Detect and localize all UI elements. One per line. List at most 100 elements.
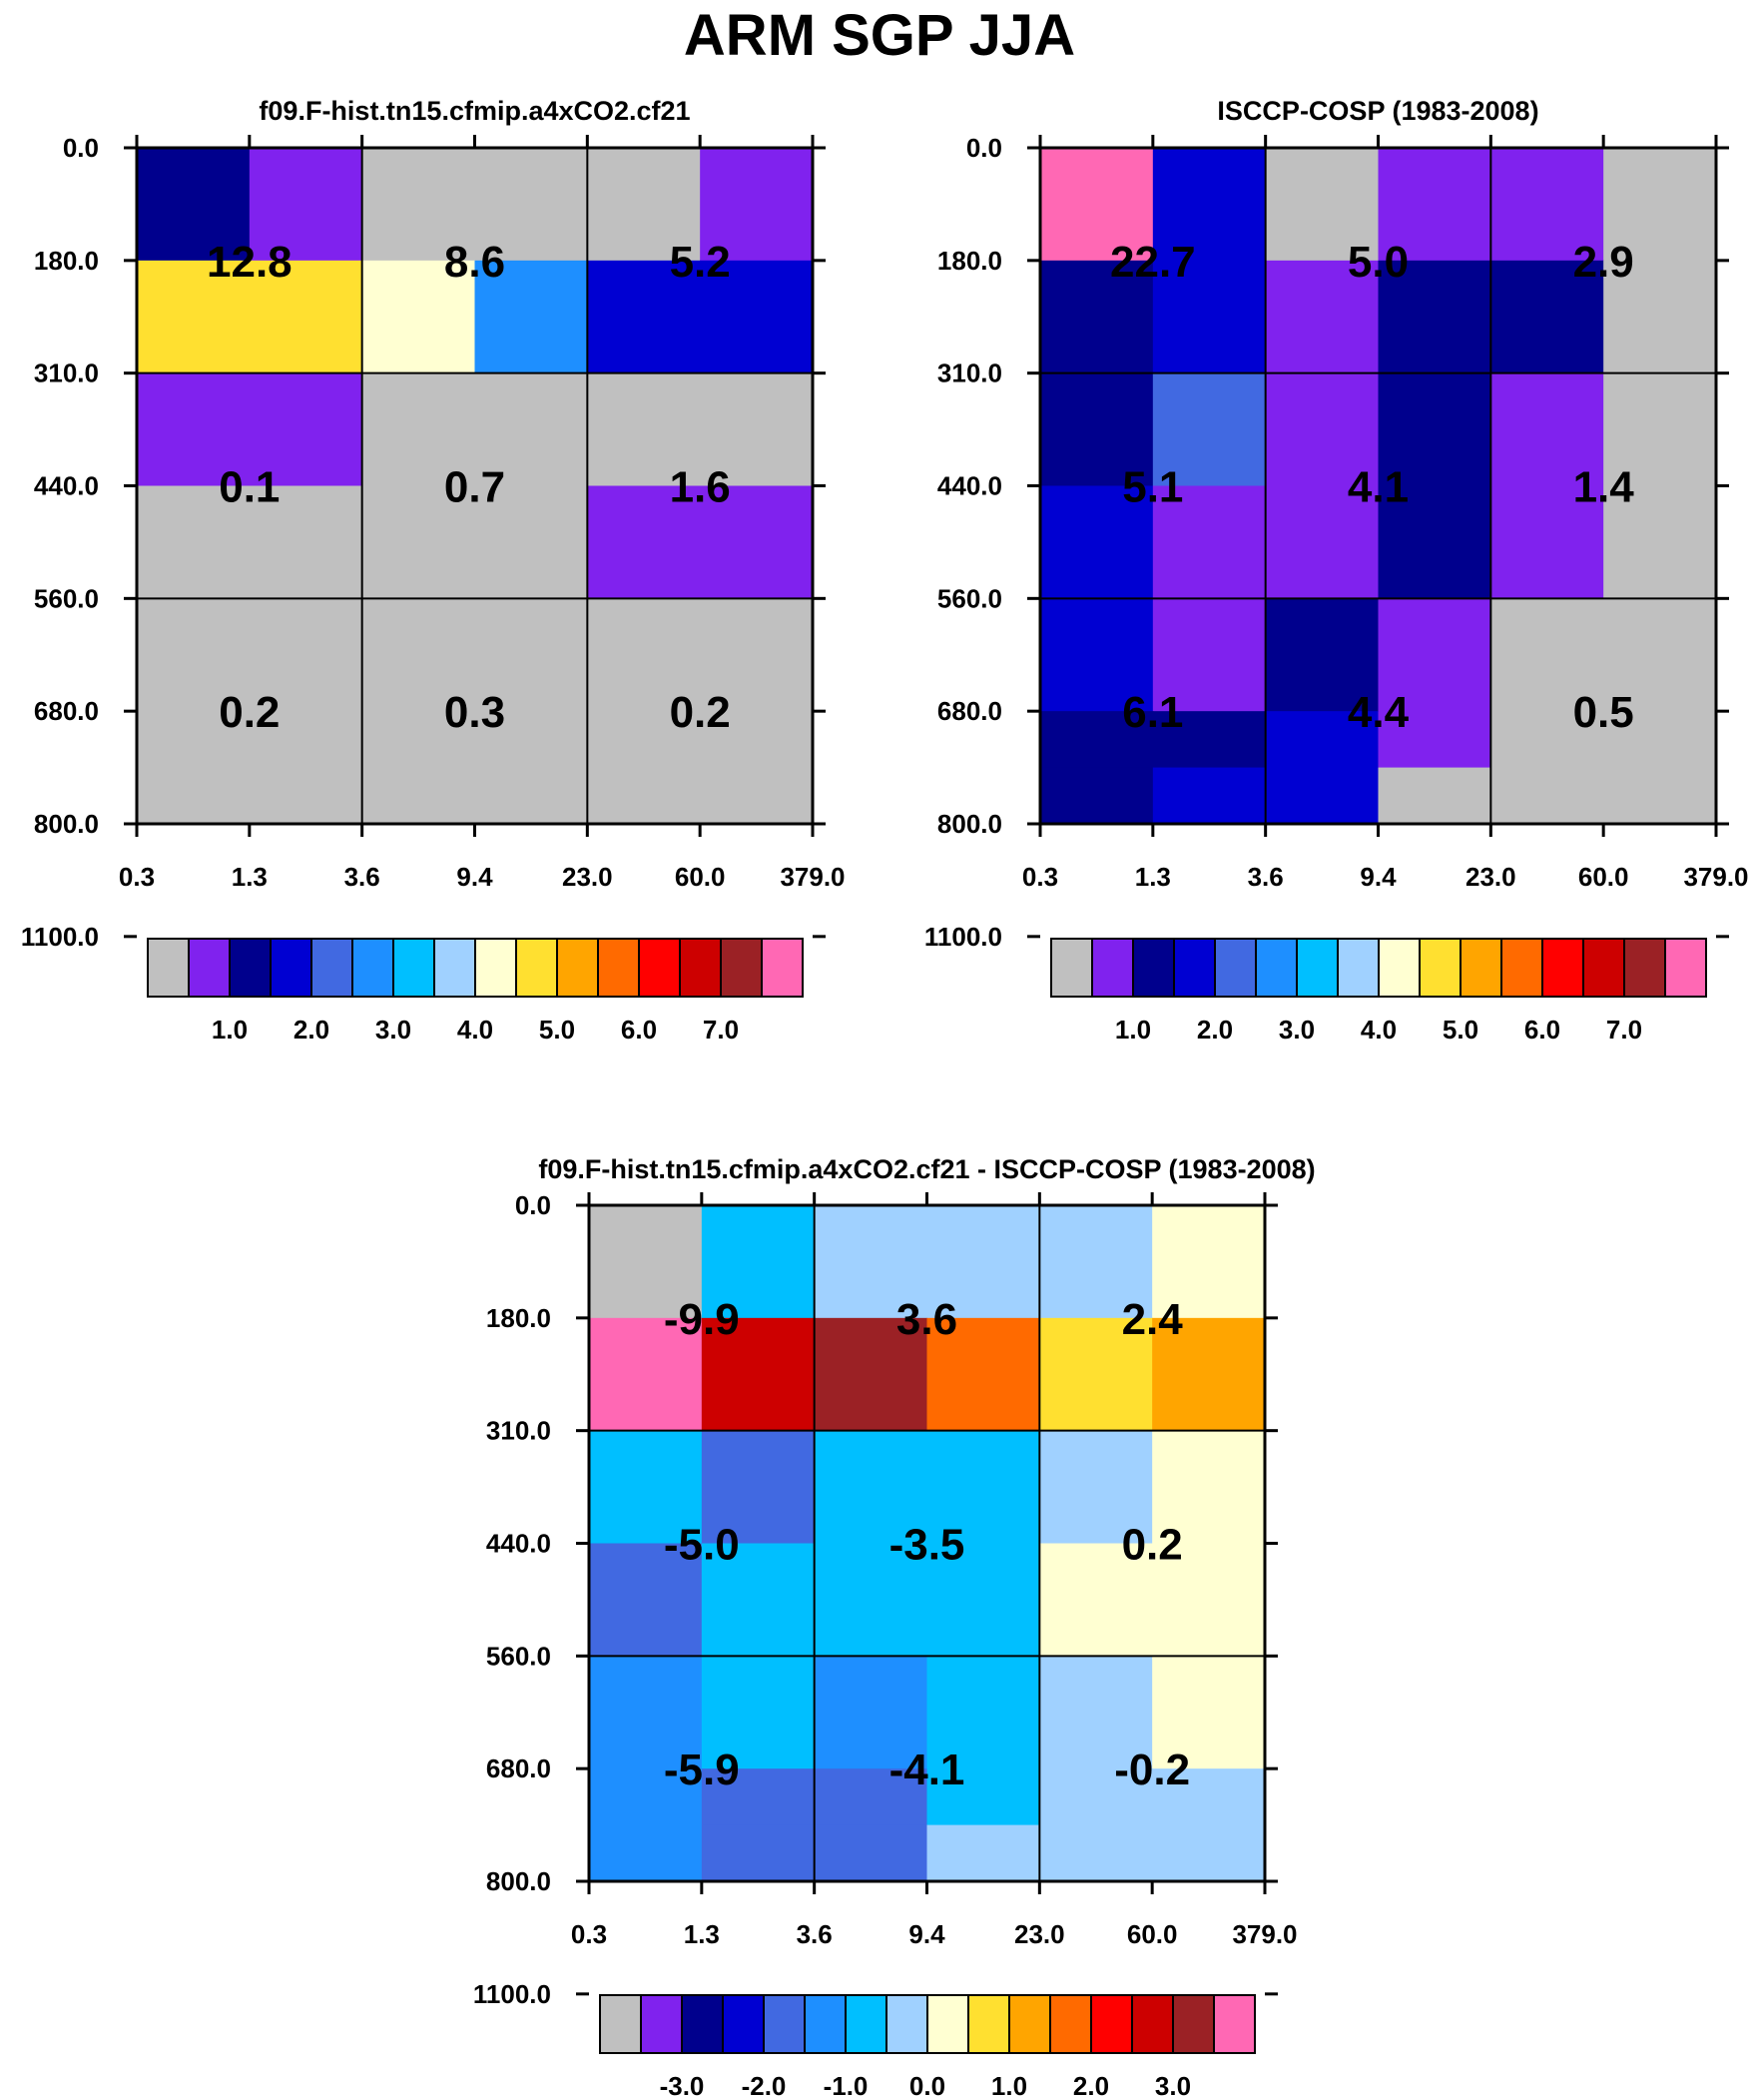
- x-tick-label: 0.3: [1022, 862, 1058, 892]
- data-label: -4.1: [889, 1746, 965, 1794]
- colorbar-label: 2.0: [1197, 1015, 1233, 1045]
- heatmap-cell: [1265, 598, 1380, 712]
- y-tick-label: 800.0: [486, 1866, 551, 1896]
- y-tick-label: 310.0: [34, 358, 99, 388]
- data-label: 0.2: [1122, 1521, 1183, 1570]
- colorbar-swatch: [1460, 938, 1502, 998]
- colorbar-swatch: [1090, 1994, 1133, 2054]
- colorbar-label: 5.0: [539, 1015, 575, 1045]
- heatmap-cell: [1490, 711, 1604, 769]
- data-label: 6.1: [1122, 688, 1183, 737]
- heatmap-cell: [700, 372, 814, 487]
- heatmap-cell: [1490, 598, 1604, 712]
- heatmap-cell: [474, 711, 588, 825]
- y-tick-label: 0.0: [966, 133, 1002, 163]
- colorbar-swatch: [1008, 1994, 1051, 2054]
- heatmap-cell: [1603, 148, 1717, 262]
- colorbar-swatch: [1419, 938, 1462, 998]
- colorbar-swatch: [147, 938, 190, 998]
- heatmap-cell: [926, 1824, 1040, 1882]
- x-tick-label: 3.6: [344, 862, 380, 892]
- heatmap-cell: [1040, 598, 1154, 712]
- heatmap-cell: [1152, 598, 1267, 712]
- data-label: 0.1: [219, 463, 280, 512]
- heatmap-cell: [701, 1543, 816, 1657]
- x-tick-label: 23.0: [1014, 1919, 1065, 1949]
- panel-title: f09.F-hist.tn15.cfmip.a4xCO2.cf21 - ISCC…: [538, 1154, 1315, 1184]
- heatmap-cell: [701, 1317, 816, 1432]
- heatmap-cell: [361, 372, 476, 487]
- x-tick-label: 1.3: [232, 862, 268, 892]
- heatmap-cell: [1152, 1824, 1266, 1882]
- panel-title: ISCCP-COSP (1983-2008): [1217, 96, 1538, 126]
- heatmap-cell: [700, 148, 814, 262]
- heatmap-cell: [1603, 372, 1717, 487]
- y-tick-label: 800.0: [937, 809, 1002, 839]
- heatmap-cell: [587, 485, 701, 599]
- colorbar-swatch: [310, 938, 353, 998]
- colorbar-label: 3.0: [1155, 2071, 1191, 2100]
- heatmap-cell: [1152, 260, 1267, 374]
- colorbar-swatch: [1131, 1994, 1174, 2054]
- heatmap-cell: [1040, 260, 1154, 374]
- heatmap-cell: [701, 1768, 816, 1826]
- heatmap-cell: [814, 1430, 928, 1545]
- x-tick-label: 23.0: [562, 862, 613, 892]
- colorbar-label: 5.0: [1443, 1015, 1478, 1045]
- data-label: 2.4: [1122, 1295, 1184, 1344]
- data-label: 3.6: [896, 1295, 957, 1344]
- x-tick-label: 60.0: [1578, 862, 1629, 892]
- heatmap-cell: [137, 372, 251, 487]
- heatmap-cell: [1490, 260, 1604, 374]
- x-tick-label: 9.4: [456, 862, 493, 892]
- heatmap-cell: [361, 148, 476, 262]
- heatmap-cell: [1490, 485, 1604, 599]
- heatmap-cell: [249, 148, 363, 262]
- page-title: ARM SGP JJA: [683, 3, 1076, 68]
- heatmap-cell: [589, 1205, 703, 1319]
- x-tick-label: 0.3: [119, 862, 155, 892]
- x-tick-label: 3.6: [1248, 862, 1284, 892]
- x-tick-label: 60.0: [1127, 1919, 1178, 1949]
- heatmap-cell: [587, 711, 701, 825]
- y-tick-label: 800.0: [34, 809, 99, 839]
- colorbar-swatch: [1050, 938, 1093, 998]
- colorbar-swatch: [599, 1994, 642, 2054]
- colorbar-label: 1.0: [212, 1015, 248, 1045]
- heatmap-cell: [1039, 1768, 1153, 1826]
- colorbar-swatch: [1213, 1994, 1256, 2054]
- heatmap-cell: [1378, 598, 1491, 712]
- data-label: 0.3: [444, 688, 505, 737]
- heatmap-cell: [1040, 767, 1154, 825]
- x-tick-label: 1.3: [1135, 862, 1171, 892]
- colorbar-label: 7.0: [1606, 1015, 1642, 1045]
- heatmap-cell: [1265, 372, 1380, 487]
- heatmap-cell: [926, 1317, 1040, 1432]
- colorbar-label: 6.0: [1524, 1015, 1560, 1045]
- heatmap-cell: [1152, 1543, 1266, 1657]
- heatmap-cell: [926, 1543, 1040, 1657]
- y-tick-label: 1100.0: [473, 1979, 551, 2009]
- colorbar-label: -3.0: [660, 2071, 705, 2100]
- colorbar-swatch: [761, 938, 804, 998]
- heatmap-cell: [587, 148, 701, 262]
- y-tick-label: 310.0: [486, 1416, 551, 1446]
- heatmap-cell: [587, 372, 701, 487]
- y-tick-label: 680.0: [486, 1753, 551, 1783]
- heatmap-cell: [249, 372, 363, 487]
- heatmap-cell: [1490, 148, 1604, 262]
- heatmap-cell: [1603, 260, 1717, 374]
- colorbar-swatch: [1500, 938, 1543, 998]
- y-tick-label: 440.0: [34, 471, 99, 501]
- heatmap-cell: [474, 485, 588, 599]
- x-tick-label: 23.0: [1466, 862, 1516, 892]
- colorbar-label: 2.0: [293, 1015, 329, 1045]
- data-label: 5.1: [1122, 463, 1183, 512]
- colorbar-swatch: [270, 938, 312, 998]
- data-label: -0.2: [1114, 1746, 1190, 1794]
- heatmap-cell: [1265, 485, 1380, 599]
- colorbar-label: -1.0: [824, 2071, 869, 2100]
- y-tick-label: 440.0: [937, 471, 1002, 501]
- colorbar-swatch: [1296, 938, 1339, 998]
- colorbar-swatch: [1172, 1994, 1215, 2054]
